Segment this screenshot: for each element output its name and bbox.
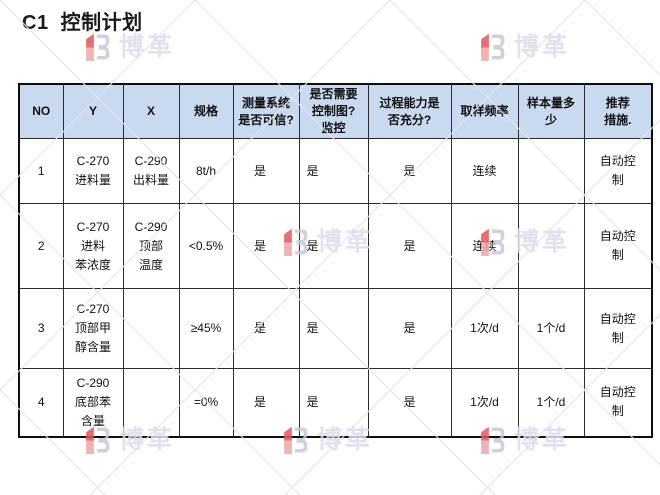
col-header-control-chart: 是否需要 控制图? 监控 (298, 83, 369, 139)
col-header-spec: 规格 (178, 83, 234, 139)
brand-logo-icon (481, 33, 505, 61)
cell-no: 2 (18, 203, 64, 289)
cell-sample-size (517, 138, 585, 204)
control-plan-table: NO Y X 规格 测量系统 是否可信? 是否需要 控制图? 监控 过程能力是 … (18, 83, 653, 438)
cell-y: C-270 进料 苯浓度 (62, 203, 124, 289)
cell-action: 自动控 制 (583, 203, 653, 289)
cell-spec: <0.5% (178, 203, 234, 289)
table-header-row: NO Y X 规格 测量系统 是否可信? 是否需要 控制图? 监控 过程能力是 … (18, 83, 653, 139)
cell-y: C-290 底部苯 含量 (62, 368, 124, 437)
cell-capability: 是 (367, 288, 452, 369)
cell-no: 4 (18, 368, 64, 437)
table-row: 3 C-270 顶部甲 醇含量 ≥45% 是 是 是 1次/d 1个/d 自动控… (18, 288, 653, 369)
col-header-action: 推荐 措施. (583, 83, 653, 139)
cell-no: 3 (18, 288, 64, 369)
cell-x (122, 368, 180, 437)
cell-sample-size: 1个/d (517, 288, 585, 369)
page-title: C1 控制计划 (22, 12, 143, 34)
cell-action: 自动控 制 (583, 288, 653, 369)
cell-control-chart: 是 (298, 288, 369, 369)
col-header-x: X (122, 83, 180, 139)
cell-spec: =0% (178, 368, 234, 437)
col-header-y: Y (62, 83, 124, 139)
cell-msa: 是 (232, 288, 300, 369)
cell-spec: ≥45% (178, 288, 234, 369)
cell-msa: 是 (232, 203, 300, 289)
cell-capability: 是 (367, 138, 452, 204)
brand-watermark-text: 博革 (514, 32, 571, 61)
cell-spec: 8t/h (178, 138, 234, 204)
col-header-msa: 测量系统 是否可信? (232, 83, 300, 139)
brand-logo-icon (86, 33, 110, 61)
table-row: 2 C-270 进料 苯浓度 C-290 顶部 温度 <0.5% 是 是 是 连… (18, 203, 653, 289)
cell-control-chart: 是 (298, 138, 369, 204)
cell-frequency: 连续 (450, 203, 519, 289)
cell-sample-size (517, 203, 585, 289)
brand-watermark: 博革 (83, 32, 175, 62)
cell-x: C-290 顶部 温度 (122, 203, 180, 289)
col-header-sample-size: 样本量多 少 (517, 83, 585, 139)
cell-no: 1 (18, 138, 64, 204)
cell-action: 自动控 制 (583, 138, 653, 204)
brand-watermark: 博革 (478, 32, 570, 62)
cell-frequency: 连续 (450, 138, 519, 204)
table-row: 1 C-270 进料量 C-290 出料量 8t/h 是 是 是 连续 自动控 … (18, 138, 653, 204)
cell-capability: 是 (367, 203, 452, 289)
cell-action: 自动控 制 (583, 368, 653, 437)
cell-capability: 是 (367, 368, 452, 437)
cell-sample-size: 1个/d (517, 368, 585, 437)
cell-y: C-270 进料量 (62, 138, 124, 204)
cell-control-chart: 是 (298, 203, 369, 289)
cell-y: C-270 顶部甲 醇含量 (62, 288, 124, 369)
col-header-no: NO (18, 83, 64, 139)
col-header-frequency: 取样频率 (450, 83, 519, 139)
table-row: 4 C-290 底部苯 含量 =0% 是 是 是 1次/d 1个/d 自动控 制 (18, 368, 653, 437)
brand-watermark-text: 博革 (119, 32, 176, 61)
cell-x (122, 288, 180, 369)
cell-frequency: 1次/d (450, 288, 519, 369)
cell-msa: 是 (232, 138, 300, 204)
cell-control-chart: 是 (298, 368, 369, 437)
col-header-capability: 过程能力是 否充分? (367, 83, 452, 139)
cell-msa: 是 (232, 368, 300, 437)
cell-frequency: 1次/d (450, 368, 519, 437)
cell-x: C-290 出料量 (122, 138, 180, 204)
